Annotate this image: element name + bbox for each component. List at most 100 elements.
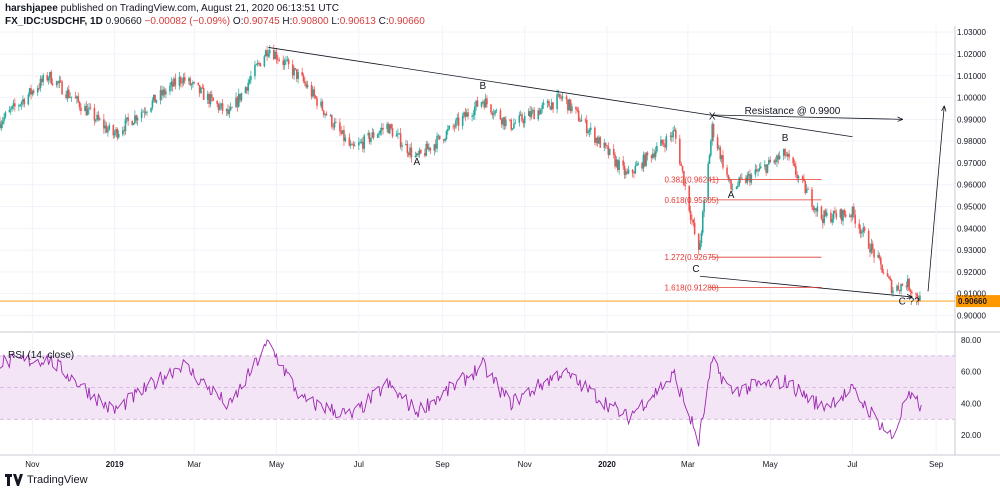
candle-up: [495, 110, 498, 111]
candle-down: [78, 101, 81, 108]
candle-up: [104, 125, 107, 129]
candle-down: [745, 177, 747, 183]
candle-up: [455, 120, 457, 128]
candle-down: [390, 124, 392, 129]
time-axis[interactable]: Nov 2019 Mar May Jul Sep Nov 2020 Mar May Jul Sep: [25, 460, 944, 469]
candle-up: [349, 143, 352, 146]
candle-down: [898, 290, 901, 292]
candle-up: [532, 110, 534, 112]
candle-down: [646, 152, 649, 156]
candle-down: [103, 119, 105, 129]
candle-up: [778, 155, 781, 160]
candle-up: [480, 102, 483, 107]
candle-up: [444, 139, 446, 141]
candle-down: [916, 293, 919, 299]
candle-down: [796, 174, 798, 179]
candle-down: [368, 133, 371, 142]
candle-down: [410, 147, 413, 158]
candle-down: [426, 143, 429, 150]
candle-down: [795, 165, 797, 175]
candle-down: [143, 111, 146, 113]
publisher-name[interactable]: harshjapee: [5, 3, 58, 14]
candle-up: [47, 77, 50, 81]
rsi-tick-label: 80.00: [961, 336, 982, 345]
candle-down: [372, 132, 375, 138]
candle-down: [503, 117, 506, 127]
candle-down: [607, 146, 610, 155]
candle-down: [739, 177, 742, 179]
candle-up: [20, 102, 23, 105]
price-tick-label: 0.96000: [957, 181, 986, 190]
candle-up: [11, 106, 13, 109]
candle-down: [824, 210, 827, 216]
candle-up: [395, 134, 398, 137]
candle-up: [235, 97, 237, 108]
candle-down: [792, 157, 794, 164]
candle-up: [527, 111, 530, 117]
candle-down: [352, 143, 355, 146]
fib-level-label: 1.272(0.92675): [665, 253, 720, 262]
candle-up: [88, 107, 90, 109]
time-tick-label: 2019: [106, 460, 124, 469]
candle-down: [661, 139, 664, 144]
candle-down: [189, 78, 191, 86]
candle-down: [325, 113, 328, 116]
price-tick-label: 1.03000: [957, 28, 986, 37]
candle-up: [776, 155, 778, 163]
candle-up: [851, 206, 854, 218]
candle-down: [777, 155, 780, 160]
candle-up: [247, 82, 249, 91]
time-tick-label: Nov: [25, 460, 39, 469]
candle-up: [125, 117, 128, 120]
close-label: C:: [378, 16, 389, 27]
candle-up: [754, 169, 757, 175]
candle-down: [131, 121, 133, 126]
candle-up: [268, 50, 271, 54]
candle-up: [255, 64, 258, 66]
candle-down: [198, 85, 201, 94]
candle-up: [117, 134, 120, 138]
candle-down: [548, 101, 550, 107]
candle-up: [182, 77, 185, 84]
candle-down: [163, 89, 166, 95]
candle-up: [76, 96, 78, 99]
candle-down: [210, 94, 213, 98]
candle-down: [558, 93, 561, 98]
candle-up: [764, 164, 766, 167]
candle-down: [889, 277, 892, 281]
candle-up: [447, 129, 449, 131]
candle-down: [867, 230, 870, 249]
price-tick-label: 0.98000: [957, 137, 986, 146]
candle-up: [228, 110, 231, 114]
candle-down: [424, 152, 426, 156]
candle-down: [626, 171, 629, 174]
candle-down: [722, 155, 724, 168]
candle-up: [256, 63, 259, 65]
candle-up: [656, 145, 658, 152]
candle-down: [616, 159, 619, 170]
candle-down: [650, 155, 653, 159]
trend-arrow: [927, 106, 944, 292]
candle-up: [19, 104, 22, 106]
candle-down: [820, 206, 823, 219]
candle-up: [710, 140, 712, 156]
candle-down: [340, 131, 343, 134]
candle-down: [453, 126, 456, 128]
symbol-label[interactable]: FX_IDC:USDCHF, 1D: [5, 16, 103, 27]
candle-down: [859, 228, 862, 234]
tradingview-footer[interactable]: TradingView: [5, 474, 88, 486]
candle-down: [217, 103, 220, 110]
price-axis[interactable]: 0.90000 0.91000 0.92000 0.93000 0.94000 0.950…: [957, 28, 986, 440]
candle-down: [510, 120, 513, 130]
candle-up: [832, 210, 835, 220]
fib-level-label: 0.382(0.96241): [665, 175, 720, 184]
candle-down: [500, 119, 503, 125]
candle-down: [51, 83, 54, 85]
candle-down: [873, 249, 875, 258]
candle-up: [900, 284, 902, 292]
time-tick-label: Jul: [847, 460, 857, 469]
price-tick-label: 0.93000: [957, 246, 986, 255]
time-tick-label: Sep: [435, 460, 450, 469]
candle-up: [627, 169, 630, 174]
